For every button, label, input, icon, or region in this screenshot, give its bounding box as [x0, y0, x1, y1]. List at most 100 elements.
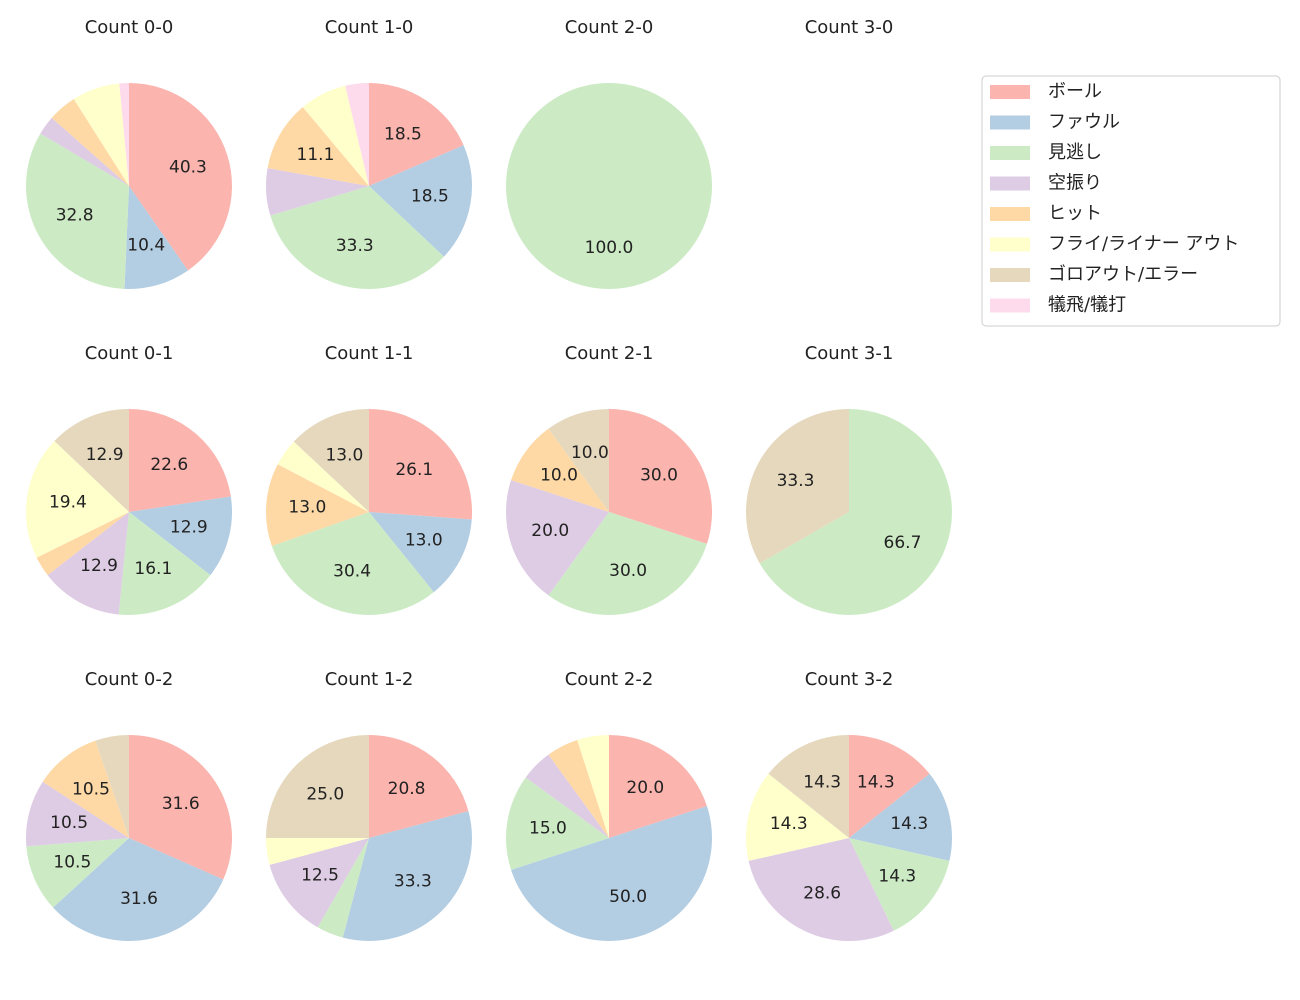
slice-label: 22.6 — [150, 455, 188, 475]
slice-label: 12.9 — [170, 518, 208, 538]
pie-slice — [506, 83, 712, 289]
legend-swatch — [990, 298, 1030, 313]
slice-label: 10.0 — [571, 443, 609, 463]
pie-title: Count 0-1 — [85, 343, 174, 364]
pie-slice — [609, 735, 707, 838]
pie-title: Count 1-1 — [325, 343, 414, 364]
pie-slice — [119, 83, 129, 186]
pie-slice — [42, 740, 129, 838]
pie-slice — [369, 145, 473, 257]
pie-slice — [548, 740, 609, 838]
slice-label: 31.6 — [162, 794, 200, 814]
slice-label: 28.6 — [803, 884, 841, 904]
pie-slice — [54, 409, 129, 512]
pie-slice — [266, 464, 369, 547]
legend-swatch — [990, 85, 1030, 99]
pie-title: Count 1-2 — [325, 669, 414, 690]
slice-label: 33.3 — [336, 236, 374, 256]
slice-label: 18.5 — [384, 124, 422, 144]
pie-title: Count 2-0 — [565, 17, 654, 38]
pie-slice — [269, 838, 369, 928]
pie-slice — [548, 409, 609, 512]
slice-label: 10.4 — [127, 235, 165, 255]
pie-slice — [266, 735, 369, 838]
slice-label: 100.0 — [585, 238, 634, 258]
pie-slice — [53, 838, 224, 941]
slice-label: 30.0 — [609, 561, 647, 581]
pie-title: Count 3-0 — [805, 17, 894, 38]
pie-slice — [768, 735, 849, 838]
slice-label: 10.0 — [540, 466, 578, 486]
pie-slice — [271, 512, 434, 615]
slice-label: 30.4 — [333, 561, 371, 581]
legend-swatch — [990, 146, 1030, 160]
pie-slice — [26, 838, 130, 908]
pie-slice — [745, 409, 849, 564]
legend-swatch — [990, 237, 1030, 252]
pie-slice — [95, 735, 129, 838]
pie-slice — [266, 838, 369, 865]
pie-slice — [124, 186, 188, 289]
pie-slice — [265, 168, 369, 216]
slice-label: 16.1 — [134, 559, 172, 579]
pie-title: Count 0-2 — [85, 669, 174, 690]
pie-title: Count 0-0 — [85, 17, 174, 38]
slice-label: 50.0 — [609, 887, 647, 907]
pie-slice — [129, 409, 231, 512]
legend-label: 空振り — [1048, 173, 1102, 194]
legend-label: ボール — [1048, 81, 1102, 102]
pie-slice — [345, 83, 369, 186]
slice-label: 18.5 — [411, 187, 449, 207]
slice-label: 12.9 — [86, 445, 124, 465]
slice-label: 11.1 — [297, 145, 335, 165]
pie-slice — [26, 133, 129, 289]
legend-swatch — [990, 176, 1030, 191]
pie-title: Count 1-0 — [325, 17, 414, 38]
pie-slice — [40, 117, 130, 186]
slice-label: 33.3 — [394, 872, 432, 892]
slice-label: 10.5 — [72, 779, 110, 799]
pie-slice — [36, 512, 129, 576]
legend-label: 見逃し — [1048, 142, 1102, 163]
pie-slice — [25, 441, 129, 558]
pie-slice — [548, 512, 707, 615]
pie-slice — [129, 735, 232, 880]
slice-label: 13.0 — [405, 531, 443, 551]
pie-slice — [577, 735, 609, 838]
pie-slice — [525, 754, 609, 838]
pie-slice — [369, 83, 464, 186]
slice-label: 10.5 — [50, 813, 88, 833]
pie-slice — [302, 85, 369, 186]
pie-slice — [511, 806, 712, 941]
slice-label: 14.3 — [878, 867, 916, 887]
pie-slice — [270, 186, 444, 289]
pie-slice — [293, 409, 369, 512]
slice-label: 13.0 — [325, 445, 363, 465]
legend-label: ゴロアウト/エラー — [1048, 264, 1198, 285]
pie-slice — [369, 512, 472, 593]
slice-label: 14.3 — [803, 772, 841, 792]
slice-label: 13.0 — [288, 498, 326, 518]
slice-label: 33.3 — [777, 471, 815, 491]
legend-swatch — [990, 268, 1030, 282]
pie-title: Count 2-2 — [565, 669, 654, 690]
slice-label: 19.4 — [49, 493, 87, 513]
pie-slice — [849, 735, 930, 838]
pie-slice — [369, 735, 469, 838]
slice-label: 14.3 — [890, 814, 928, 834]
slice-label: 31.6 — [120, 889, 158, 909]
slice-label: 66.7 — [884, 533, 922, 553]
pie-slice — [369, 409, 472, 520]
pie-slice — [342, 811, 472, 941]
pie-slice — [759, 409, 952, 615]
legend-label: ヒット — [1048, 203, 1102, 224]
slice-label: 10.5 — [53, 853, 91, 873]
pie-slice — [748, 838, 894, 941]
slice-label: 40.3 — [169, 157, 207, 177]
pie-slice — [506, 777, 609, 870]
pie-slice — [129, 83, 233, 271]
pie-slice — [317, 838, 369, 938]
legend-label: ファウル — [1048, 112, 1120, 133]
legend-swatch — [990, 115, 1030, 130]
